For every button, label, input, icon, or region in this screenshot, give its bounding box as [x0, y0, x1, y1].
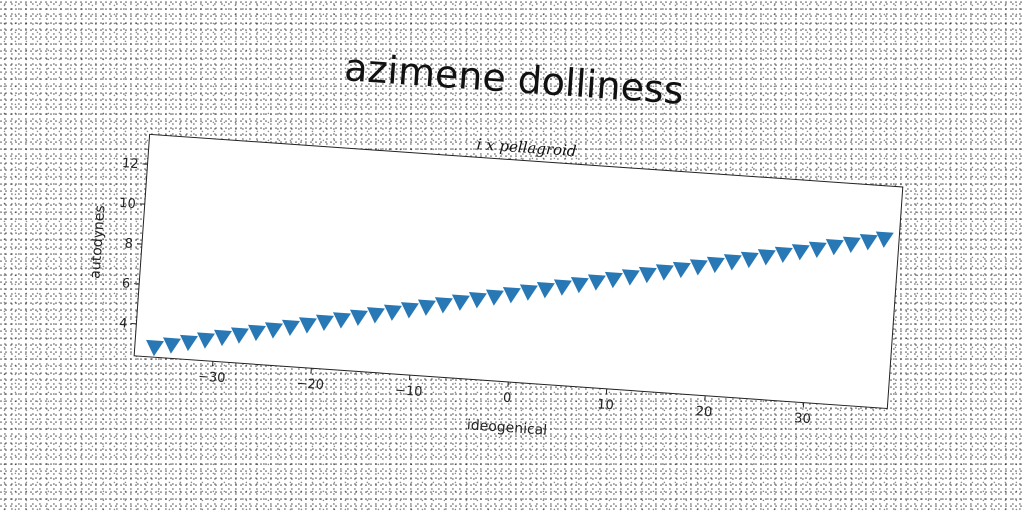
x-tick-label: 20: [695, 404, 713, 420]
scatter-point: [689, 259, 708, 276]
scatter-point: [621, 269, 640, 286]
y-axis-label: autodynes: [87, 205, 108, 279]
scatter-point: [281, 319, 300, 337]
x-tick-label: 10: [597, 397, 615, 413]
scatter-point: [740, 251, 759, 269]
scatter-point: [553, 279, 572, 296]
scatter-point: [842, 236, 861, 253]
scatter-point: [791, 244, 810, 261]
scatter-point: [638, 266, 657, 284]
chart-title: azimene dolliness: [343, 45, 685, 113]
x-axis-label: ideogenical: [466, 417, 547, 439]
y-tick-label: 6: [121, 276, 130, 292]
scatter-point: [757, 249, 776, 266]
scatter-point: [264, 322, 283, 339]
plot-area: [133, 133, 904, 410]
scatter-point: [570, 276, 589, 294]
scatter-point: [485, 289, 504, 306]
scatter-point: [655, 264, 674, 281]
scatter-point: [146, 339, 164, 357]
scatter-point: [519, 284, 538, 301]
scatter-point: [332, 312, 351, 329]
x-tick-label: 0: [502, 391, 511, 407]
scatter-point: [400, 302, 419, 319]
scatter-point: [417, 299, 436, 316]
scatter-point: [808, 241, 827, 258]
scatter-point: [247, 324, 266, 342]
x-tick-label: −20: [296, 376, 324, 393]
scatter-point: [230, 327, 249, 344]
scatter-point: [706, 256, 725, 274]
scatter-series: [146, 231, 894, 357]
scatter-point: [774, 246, 793, 264]
y-tick-label: 12: [121, 156, 139, 172]
scatter-point: [859, 233, 878, 251]
x-tick-label: 30: [794, 411, 812, 427]
scatter-point: [349, 309, 368, 326]
scatter-point: [536, 281, 555, 299]
chart-subtitle: i x pellagroid: [476, 135, 577, 160]
scatter-point: [468, 292, 487, 309]
scatter-point: [366, 307, 385, 324]
scatter-point: [315, 314, 334, 331]
axes-group: i x pellagroid ideogenical autodynes −30…: [87, 133, 904, 439]
scatter-point: [298, 317, 317, 334]
scatter-point: [451, 294, 470, 311]
x-ticks: −30 −20 −10 0 10 20 30: [198, 361, 812, 427]
scatter-point: [587, 274, 606, 291]
y-ticks: 4 6 8 10 12: [119, 156, 148, 332]
x-tick-label: −10: [394, 383, 422, 400]
scatter-point: [825, 239, 844, 256]
scatter-point: [502, 287, 521, 304]
scatter-point: [383, 304, 402, 321]
scatter-point: [163, 337, 181, 354]
scatter-point: [604, 271, 623, 289]
scatter-point: [723, 254, 742, 271]
scatter-point: [214, 329, 232, 347]
scatter-point: [434, 297, 453, 314]
scatter-point: [180, 334, 198, 352]
y-tick-label: 10: [119, 196, 137, 212]
scatter-point: [196, 332, 215, 349]
scatter-point: [875, 231, 894, 248]
scatter-point: [672, 261, 691, 279]
y-tick-label: 4: [119, 316, 128, 332]
y-tick-label: 8: [124, 236, 133, 252]
x-tick-label: −30: [198, 369, 226, 386]
